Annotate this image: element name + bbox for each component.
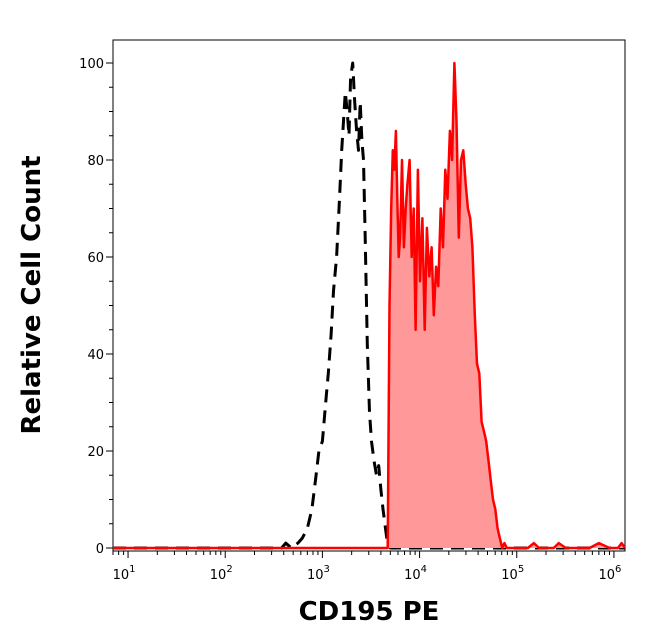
x-axis: 101 102 103 104 105 106 (112, 551, 621, 583)
series-fill-1 (113, 63, 625, 548)
x-tick-label: 105 (501, 564, 524, 583)
y-tick-label: 20 (87, 445, 104, 460)
plot-frame (112, 39, 626, 552)
x-tick-label: 103 (307, 564, 330, 583)
y-axis: 0 20 40 60 80 100 (79, 57, 113, 557)
x-tick-label: 101 (113, 564, 136, 583)
y-tick-label: 80 (87, 154, 104, 169)
y-tick-label: 0 (96, 542, 104, 557)
y-tick-label: 100 (79, 57, 104, 72)
x-tick-label: 102 (210, 564, 233, 583)
y-axis-title: Relative Cell Count (17, 155, 47, 434)
y-tick-label: 60 (87, 251, 104, 266)
y-tick-label: 40 (87, 348, 104, 363)
series-line-1 (113, 61, 627, 550)
x-axis-title: CD195 PE (299, 597, 440, 627)
series-line-0 (113, 61, 625, 550)
series-layer (113, 61, 627, 550)
x-tick-label: 106 (598, 564, 621, 583)
x-tick-label: 104 (404, 564, 427, 583)
